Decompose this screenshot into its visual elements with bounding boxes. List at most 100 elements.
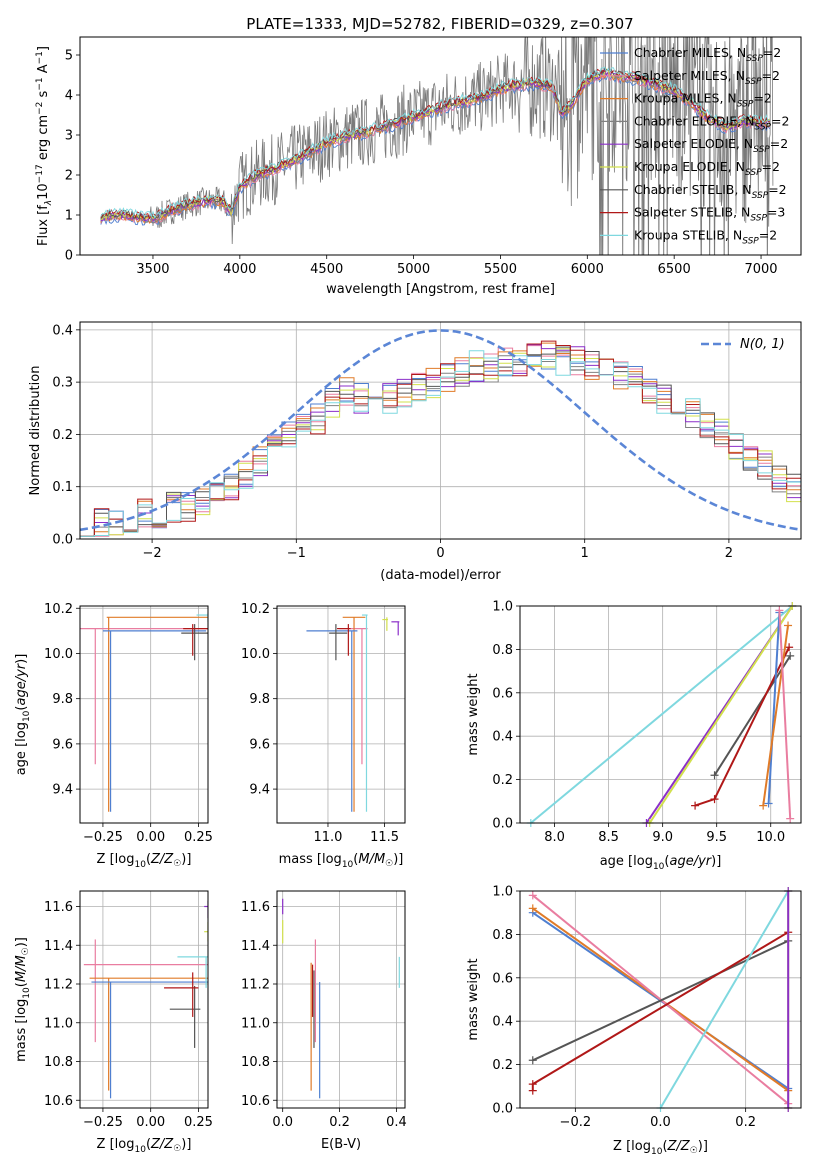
y-tick-label: 0.2 <box>52 428 73 443</box>
weight-marker-salpeter_miles <box>528 891 537 900</box>
legend-label: Chabrier MILES, NSSP=2 <box>634 45 781 64</box>
y-tick-label: 0.2 <box>492 773 513 788</box>
x-tick-label: 0 <box>436 546 444 561</box>
weight-marker-chabrier_stelib <box>786 651 795 660</box>
x-tick-label: 9.5 <box>706 830 727 845</box>
x-tick-label: 0.0 <box>272 1115 293 1130</box>
y-tick-label: 0.4 <box>492 730 513 745</box>
y-tick-label: 9.4 <box>249 783 270 798</box>
x-tick-label: 5000 <box>397 262 430 277</box>
mass_vs_ebv-panel: 0.0 0.2 0.4 10.6 10.8 11.0 11.2 11.4 11.6 E(B-V) <box>241 890 407 1152</box>
y-tick-label: 3 <box>65 129 73 144</box>
y-tick-label: 1.0 <box>492 885 513 900</box>
weight-line-kroupa_elodie <box>648 606 794 823</box>
weight_vs_age-panel: 8.0 8.5 9.0 9.5 10.0 0.0 0.2 0.4 0.6 0.8 1.0 age [l… <box>466 600 802 872</box>
weight-marker-salpeter_stelib <box>691 801 700 810</box>
x-tick-label: −0.2 <box>560 1115 592 1130</box>
weight-line-kroupa_miles <box>762 625 789 806</box>
y-tick-label: 0.8 <box>492 928 513 943</box>
x-tick-label: −1 <box>287 546 306 561</box>
y-tick-label: 11.4 <box>44 939 73 954</box>
weight-line-chabrier_miles <box>767 612 781 804</box>
x-axis-label: Z [log10(Z/Z☉)] <box>613 1139 708 1157</box>
y-axis-label: mass [log10(M/M☉)] <box>14 937 32 1062</box>
x-tick-label: −0.25 <box>83 830 123 845</box>
legend-label: Chabrier ELODIE, NSSP=2 <box>634 113 789 132</box>
x-tick-label: −2 <box>143 546 162 561</box>
x-tick-label: 0.00 <box>136 1115 165 1130</box>
weight-marker-salpeter_stelib <box>710 795 719 804</box>
model-line-chabrier_elodie <box>100 70 771 224</box>
age_vs_mass-panel: 11.0 11.5 9.4 9.6 9.8 10.0 10.2 mass [log10(M/M… <box>241 602 406 870</box>
y-tick-label: 11.0 <box>241 1016 270 1031</box>
weight-marker-chabrier_stelib <box>528 1056 537 1065</box>
y-tick-label: 9.8 <box>52 692 73 707</box>
x-tick-label: 6500 <box>658 262 691 277</box>
weight-line-chabrier_stelib <box>713 655 792 776</box>
legend-label: Salpeter STELIB, NSSP=3 <box>634 205 785 224</box>
y-tick-label: 11.2 <box>44 978 73 993</box>
y-tick-label: 0.0 <box>52 533 73 548</box>
y-tick-label: 0.1 <box>52 480 73 495</box>
weight-line-salpeter_miles <box>778 610 792 819</box>
x-tick-label: 4000 <box>223 262 256 277</box>
x-tick-label: 0.00 <box>136 830 165 845</box>
y-tick-label: 11.2 <box>241 978 270 993</box>
x-tick-label: 7000 <box>744 262 777 277</box>
y-tick-label: 10.0 <box>241 647 270 662</box>
x-tick-label: 9.0 <box>652 830 673 845</box>
x-tick-label: 0.0 <box>650 1115 671 1130</box>
x-tick-label: −0.25 <box>83 1115 123 1130</box>
x-axis-label: age [log10(age/yr)] <box>600 854 722 872</box>
axes-frame <box>79 605 209 824</box>
x-tick-label: 10.0 <box>756 830 785 845</box>
weight-marker-salpeter_miles <box>786 814 795 823</box>
axes-frame <box>79 36 802 256</box>
weight-line-kroupa_stelib <box>659 891 790 1108</box>
axes-frame <box>276 605 406 824</box>
y-tick-label: 0.6 <box>492 971 513 986</box>
y-tick-label: 9.8 <box>249 692 270 707</box>
axes-frame <box>79 321 802 540</box>
x-tick-label: 11.5 <box>370 830 399 845</box>
y-tick-label: 9.4 <box>52 783 73 798</box>
y-tick-label: 11.4 <box>241 939 270 954</box>
y-tick-label: 0.4 <box>492 1015 513 1030</box>
y-axis-label: age [log10(age/yr)] <box>14 654 32 776</box>
y-axis-label: Normed distribution <box>28 366 43 496</box>
axes-frame <box>519 890 802 1109</box>
y-tick-label: 9.6 <box>249 737 270 752</box>
axes-frame <box>276 890 406 1109</box>
y-tick-label: 10.6 <box>241 1094 270 1109</box>
legend-label: Kroupa MILES, NSSP=2 <box>634 91 772 110</box>
legend-label: Kroupa STELIB, NSSP=2 <box>634 227 777 246</box>
y-tick-label: 0 <box>65 249 73 264</box>
x-tick-label: 1 <box>581 546 589 561</box>
y-tick-label: 0.2 <box>492 1058 513 1073</box>
y-tick-label: 11.6 <box>44 900 73 915</box>
y-axis-label: mass weight <box>466 958 481 1040</box>
gaussian-curve <box>80 329 801 532</box>
x-tick-label: 5500 <box>484 262 517 277</box>
legend-label: Salpeter MILES, NSSP=2 <box>634 68 780 87</box>
y-tick-label: 9.6 <box>52 737 73 752</box>
weight-marker-kroupa_miles <box>528 904 537 913</box>
x-tick-label: 6000 <box>571 262 604 277</box>
model-line-chabrier_stelib <box>100 67 771 220</box>
weight-line-chabrier_stelib <box>532 939 789 1062</box>
y-tick-label: 0.3 <box>52 376 73 391</box>
weight-marker-kroupa_miles <box>759 801 768 810</box>
y-tick-label: 10.8 <box>241 1055 270 1070</box>
residuals-panel: −2 −1 0 1 2 0.0 0.1 0.2 0.3 0.4 (data-model)/error… <box>28 321 802 583</box>
x-tick-label: 2 <box>725 546 733 561</box>
x-tick-label: 8.0 <box>544 830 565 845</box>
y-tick-label: 2 <box>65 169 73 184</box>
axes-frame <box>79 890 209 1109</box>
y-tick-label: 10.0 <box>44 647 73 662</box>
x-axis-label: (data-model)/error <box>380 568 501 583</box>
legend-label: Salpeter ELODIE, NSSP=2 <box>634 136 788 155</box>
y-axis-label: mass weight <box>466 673 481 755</box>
weight-marker-chabrier_miles <box>764 799 773 808</box>
x-axis-label: mass [log10(M/M☉)] <box>279 852 404 870</box>
